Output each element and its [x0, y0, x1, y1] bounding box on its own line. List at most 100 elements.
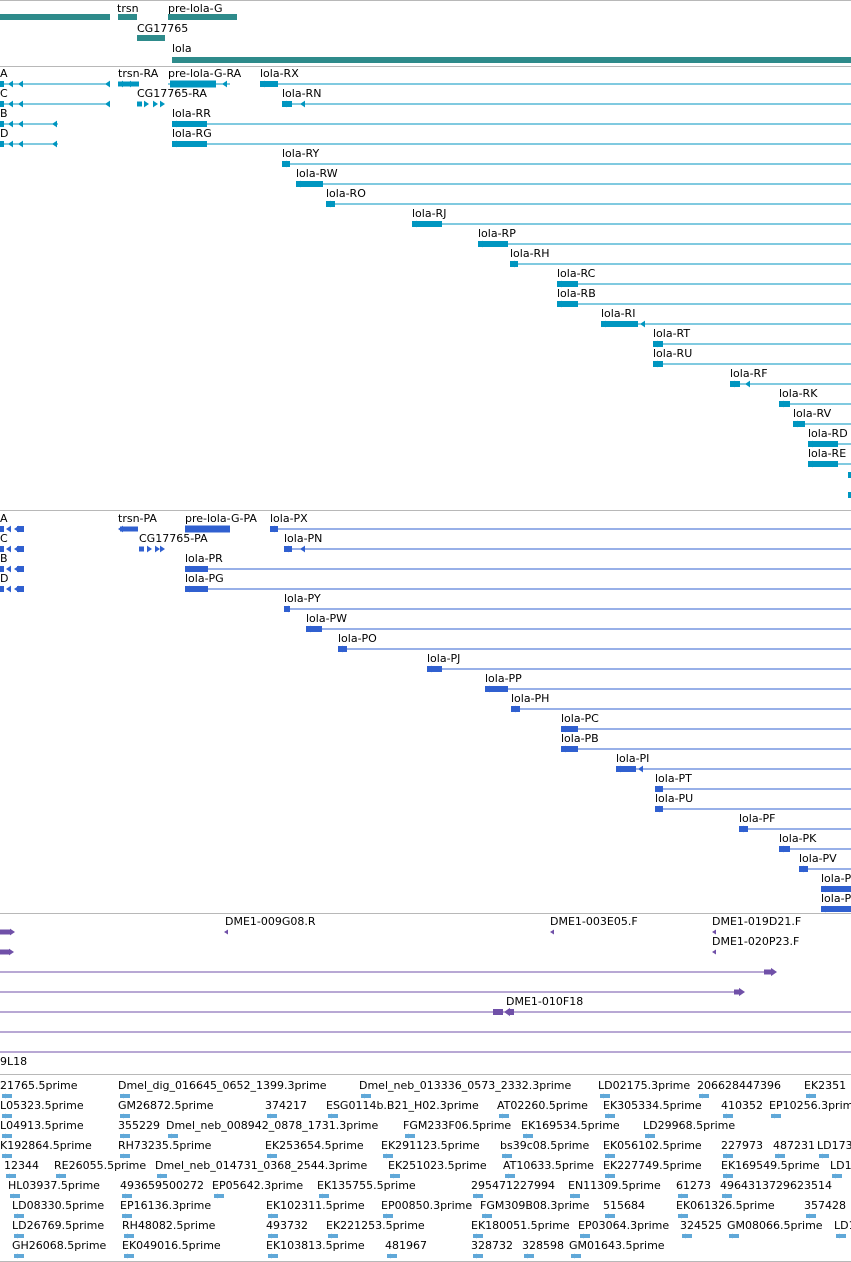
protein-label[interactable]: B — [0, 552, 8, 565]
est-label[interactable]: EK056102.5prime — [603, 1139, 702, 1152]
cds-block[interactable] — [139, 546, 144, 552]
cds-block[interactable] — [17, 586, 24, 592]
strand-arrow[interactable] — [779, 400, 784, 408]
est-label[interactable]: 487231 — [773, 1139, 815, 1152]
strand-arrow[interactable] — [267, 1113, 271, 1119]
est-label[interactable]: GM08066.5prime — [727, 1219, 823, 1232]
est-label[interactable]: 355229 — [118, 1119, 160, 1132]
est-label[interactable]: Dmel_neb_014731_0368_2544.3prime — [155, 1159, 368, 1172]
cds-block[interactable] — [306, 626, 322, 632]
protein-label[interactable]: lola-PN — [284, 532, 323, 545]
cds-block[interactable] — [0, 526, 4, 532]
cds-block[interactable] — [185, 586, 208, 592]
strand-arrow[interactable] — [580, 1233, 584, 1239]
cds-block[interactable] — [0, 566, 4, 572]
strand-arrow[interactable] — [638, 765, 643, 773]
strand-arrow[interactable] — [473, 1233, 477, 1239]
est-label[interactable]: EK227749.5prime — [603, 1159, 702, 1172]
protein-label[interactable]: lola-PY — [284, 592, 321, 605]
est-label[interactable]: 4964313729623514 — [720, 1179, 832, 1192]
est-glyph[interactable] — [405, 1134, 415, 1138]
protein-label[interactable]: pre-lola-G-PA — [185, 512, 257, 525]
strand-arrow[interactable] — [390, 1173, 394, 1179]
strand-arrow[interactable] — [2, 1133, 6, 1139]
strand-arrow[interactable] — [8, 120, 13, 128]
strand-arrow[interactable] — [605, 1213, 609, 1219]
strand-arrow[interactable] — [730, 380, 735, 388]
strand-arrow[interactable] — [268, 1253, 272, 1259]
protein-label[interactable]: lola-PB — [561, 732, 599, 745]
clone-label[interactable]: DME1-010F18 — [506, 995, 584, 1008]
strand-arrow[interactable] — [570, 1193, 574, 1199]
est-glyph[interactable] — [502, 1154, 512, 1158]
exon[interactable] — [172, 141, 207, 147]
strand-arrow[interactable] — [605, 1173, 609, 1179]
strand-arrow[interactable] — [118, 525, 123, 533]
strand-arrow[interactable] — [120, 1133, 124, 1139]
strand-arrow[interactable] — [270, 525, 275, 533]
strand-arrow[interactable] — [267, 1153, 271, 1159]
est-glyph[interactable] — [14, 1254, 24, 1258]
strand-arrow[interactable] — [505, 1173, 509, 1179]
clone-label[interactable]: DME1-019D21.F — [712, 915, 802, 928]
transcript-label[interactable]: A — [0, 67, 8, 80]
est-glyph[interactable] — [268, 1234, 278, 1238]
strand-arrow[interactable] — [8, 80, 13, 88]
strand-arrow[interactable] — [282, 160, 287, 168]
strand-arrow[interactable] — [739, 987, 745, 997]
est-label[interactable]: 12344 — [4, 1159, 39, 1172]
protein-label[interactable]: lola-PW — [306, 612, 348, 625]
clone-end[interactable] — [508, 1009, 514, 1015]
est-glyph[interactable] — [723, 1174, 733, 1178]
gene-track[interactable] — [0, 0, 851, 66]
est-label[interactable]: 206628447396 — [697, 1079, 781, 1092]
transcript-label[interactable]: C — [0, 87, 8, 100]
strand-arrow[interactable] — [14, 1213, 18, 1219]
cds-block[interactable] — [0, 546, 4, 552]
strand-arrow[interactable] — [268, 1233, 272, 1239]
cds-block[interactable] — [120, 526, 138, 532]
est-label[interactable]: GM26872.5prime — [118, 1099, 214, 1112]
est-label[interactable]: EK251023.5prime — [388, 1159, 487, 1172]
protein-label[interactable]: lola-PR — [185, 552, 223, 565]
est-glyph[interactable] — [473, 1254, 483, 1258]
strand-arrow[interactable] — [745, 380, 750, 388]
strand-arrow[interactable] — [808, 440, 813, 448]
strand-arrow[interactable] — [328, 1233, 332, 1239]
protein-label[interactable]: lola-PJ — [427, 652, 461, 665]
est-label[interactable]: 357428 — [804, 1199, 846, 1212]
strand-arrow[interactable] — [326, 200, 331, 208]
est-label[interactable]: GH26068.5prime — [12, 1239, 107, 1252]
est-label[interactable]: 328732 — [471, 1239, 513, 1252]
strand-arrow[interactable] — [640, 320, 645, 328]
strand-arrow[interactable] — [478, 240, 483, 248]
gene-glyph[interactable] — [172, 57, 851, 63]
strand-arrow[interactable] — [722, 1193, 726, 1199]
est-glyph[interactable] — [729, 1234, 739, 1238]
protein-label[interactable]: A — [0, 512, 8, 525]
protein-label[interactable]: lola-PG — [185, 572, 224, 585]
strand-arrow[interactable] — [502, 1153, 506, 1159]
est-glyph[interactable] — [605, 1114, 615, 1118]
strand-arrow[interactable] — [771, 967, 777, 977]
cds-block[interactable] — [485, 686, 508, 692]
strand-arrow[interactable] — [678, 1193, 682, 1199]
est-glyph[interactable] — [505, 1174, 515, 1178]
est-glyph[interactable] — [319, 1194, 329, 1198]
cds-block[interactable] — [561, 726, 578, 732]
strand-arrow[interactable] — [808, 460, 813, 468]
est-label[interactable]: RH48082.5prime — [122, 1219, 216, 1232]
strand-arrow[interactable] — [412, 220, 417, 228]
strand-arrow[interactable] — [160, 100, 165, 108]
transcript-label[interactable]: lola-RK — [779, 387, 818, 400]
strand-arrow[interactable] — [14, 1233, 18, 1239]
transcript-label[interactable]: lola-RO — [326, 187, 366, 200]
strand-arrow[interactable] — [2, 1153, 6, 1159]
strand-arrow[interactable] — [6, 525, 11, 533]
cds-block[interactable] — [185, 525, 230, 533]
transcript-label[interactable]: lola-RY — [282, 147, 320, 160]
strand-arrow[interactable] — [157, 1173, 161, 1179]
est-glyph[interactable] — [383, 1154, 393, 1158]
est-glyph[interactable] — [361, 1094, 371, 1098]
strand-arrow[interactable] — [561, 725, 566, 733]
